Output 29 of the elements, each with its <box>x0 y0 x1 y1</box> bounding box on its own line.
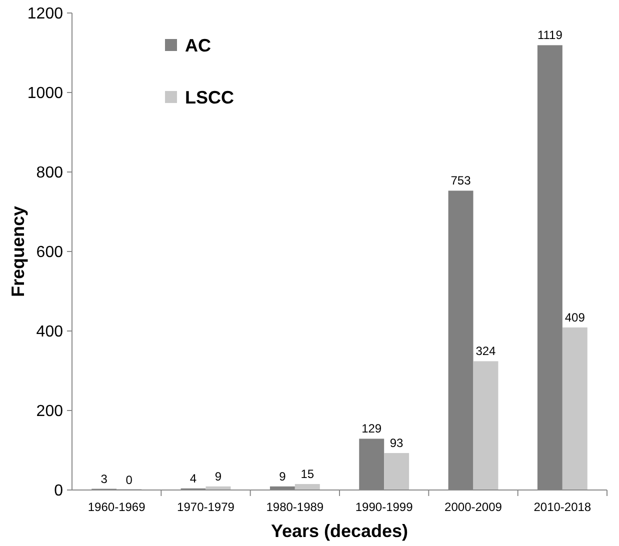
data-label: 1119 <box>537 28 563 42</box>
legend-label: LSCC <box>185 87 234 108</box>
y-tick-label: 200 <box>36 403 64 420</box>
legend-label: AC <box>185 35 211 56</box>
y-tick-label: 400 <box>36 324 64 341</box>
y-axis-title: Frequency <box>8 206 28 298</box>
x-tick-label: 1960-1969 <box>88 500 146 514</box>
data-label: 324 <box>476 344 496 358</box>
x-tick-label: 2010-2018 <box>534 500 592 514</box>
data-label: 4 <box>190 471 197 486</box>
data-label: 9 <box>279 469 286 484</box>
data-label: 753 <box>450 174 472 188</box>
data-label: 15 <box>300 467 314 482</box>
y-tick-label: 1000 <box>27 85 64 102</box>
x-tick-label: 1970-1979 <box>177 500 235 514</box>
data-label: 9 <box>214 469 222 484</box>
y-tick-label: 0 <box>54 482 64 500</box>
x-tick-label: 1990-1999 <box>355 500 414 514</box>
data-label: 409 <box>564 310 586 324</box>
data-label: 0 <box>126 473 133 487</box>
y-tick-label: 1200 <box>27 6 64 23</box>
y-tick-label: 800 <box>36 164 64 182</box>
data-label: 3 <box>100 472 108 486</box>
x-tick-label: 2000-2009 <box>444 500 502 514</box>
y-tick-label: 600 <box>36 244 64 262</box>
x-axis-title: Years (decades) <box>270 521 408 541</box>
x-tick-label: 1980-1989 <box>266 500 324 514</box>
data-label: 93 <box>390 436 404 450</box>
data-label: 129 <box>362 422 382 436</box>
